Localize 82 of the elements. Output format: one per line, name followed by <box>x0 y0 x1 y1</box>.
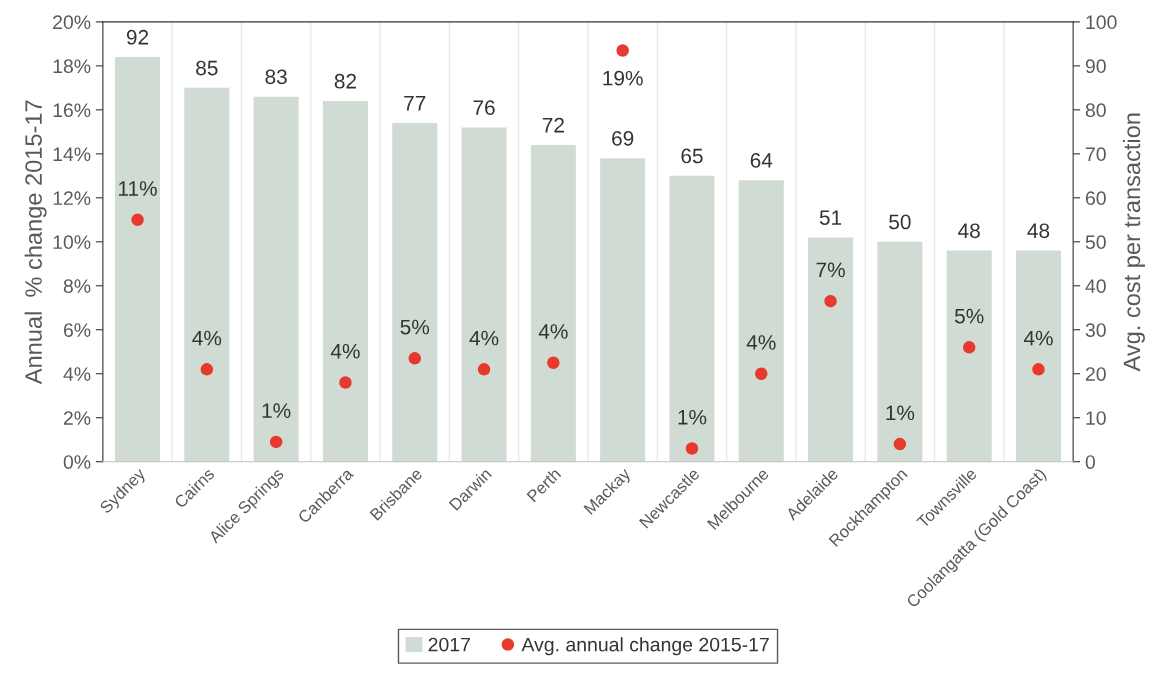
y2-tick-label: 20 <box>1085 367 1106 381</box>
data-label: 50 <box>889 214 911 230</box>
data-label: 76 <box>473 100 495 115</box>
data-label: 92 <box>126 29 149 45</box>
point <box>477 363 491 376</box>
y2-axis-title: Avg. cost per transaction <box>1122 113 1145 372</box>
data-label: 82 <box>334 73 356 89</box>
data-label: 7% <box>816 262 845 278</box>
bar <box>946 250 992 462</box>
point <box>962 341 976 354</box>
y2-tick-label: 0 <box>1085 455 1095 469</box>
data-label: 69 <box>612 131 634 146</box>
point <box>616 44 629 57</box>
data-label: 64 <box>750 153 773 168</box>
data-label: 83 <box>265 69 287 85</box>
bar <box>461 127 507 462</box>
bar <box>322 101 368 462</box>
y-tick-label: 6% <box>63 323 91 337</box>
y2-tick-label: 10 <box>1086 411 1106 425</box>
point <box>339 376 352 389</box>
y-tick-label: 10% <box>53 235 91 250</box>
point <box>893 437 907 451</box>
data-label: 51 <box>819 210 842 225</box>
y2-tick-label: 90 <box>1085 59 1106 74</box>
y2-tick-label: 50 <box>1085 235 1106 250</box>
bar <box>669 175 715 462</box>
data-label: 72 <box>542 117 564 133</box>
data-label: 19% <box>603 70 643 86</box>
data-label: 1% <box>262 403 291 418</box>
y2-tick-label: 60 <box>1085 191 1106 206</box>
point <box>1032 363 1045 376</box>
bar <box>530 145 576 462</box>
bar <box>808 237 854 462</box>
data-label: 65 <box>681 148 703 164</box>
y2-tick-label: 40 <box>1085 279 1106 294</box>
y-tick-label: 0% <box>63 455 91 469</box>
bar <box>738 180 784 462</box>
y2-tick-label: 80 <box>1085 103 1106 118</box>
y-tick-label: 14% <box>53 147 91 161</box>
data-label: 4% <box>330 343 360 359</box>
bar <box>600 158 646 462</box>
data-label: 48 <box>1027 223 1050 239</box>
bar <box>184 87 230 462</box>
data-label: 85 <box>196 60 218 76</box>
data-label: 11% <box>119 181 157 196</box>
legend-label: 2017 <box>428 637 470 652</box>
point <box>824 294 837 308</box>
y-tick-label: 8% <box>63 279 91 294</box>
data-label: 1% <box>678 409 707 425</box>
point <box>685 442 699 455</box>
data-label: 5% <box>400 319 430 335</box>
data-label: 48 <box>958 223 980 239</box>
point <box>131 213 144 227</box>
y2-tick-label: 70 <box>1085 147 1106 162</box>
y2-tick-label: 30 <box>1085 323 1106 337</box>
data-label: 1% <box>886 405 915 421</box>
y2-tick-label: 100 <box>1086 15 1117 30</box>
y-tick-label: 12% <box>53 191 91 205</box>
legend-label: Avg. annual change 2015-17 <box>521 637 769 656</box>
data-label: 4% <box>469 330 499 346</box>
point <box>755 367 768 380</box>
y-tick-label: 20% <box>53 15 91 30</box>
data-label: 4% <box>1023 330 1053 346</box>
data-label: 4% <box>538 324 568 339</box>
bar <box>253 96 299 462</box>
y-tick-label: 2% <box>63 411 91 425</box>
y-tick-label: 4% <box>63 367 91 381</box>
data-label: 77 <box>404 96 426 111</box>
point <box>547 356 560 369</box>
bar <box>115 57 161 462</box>
bar <box>392 123 438 462</box>
point <box>269 435 283 449</box>
y-tick-label: 16% <box>53 103 91 118</box>
point <box>200 363 214 376</box>
y-axis-title: Annual % change 2015-17 <box>24 100 47 385</box>
data-label: 4% <box>192 330 222 346</box>
data-label: 4% <box>746 335 776 350</box>
bar <box>877 241 923 462</box>
data-label: 5% <box>954 308 984 324</box>
bar <box>1015 250 1062 462</box>
point <box>408 352 421 365</box>
y-tick-label: 18% <box>53 59 91 74</box>
